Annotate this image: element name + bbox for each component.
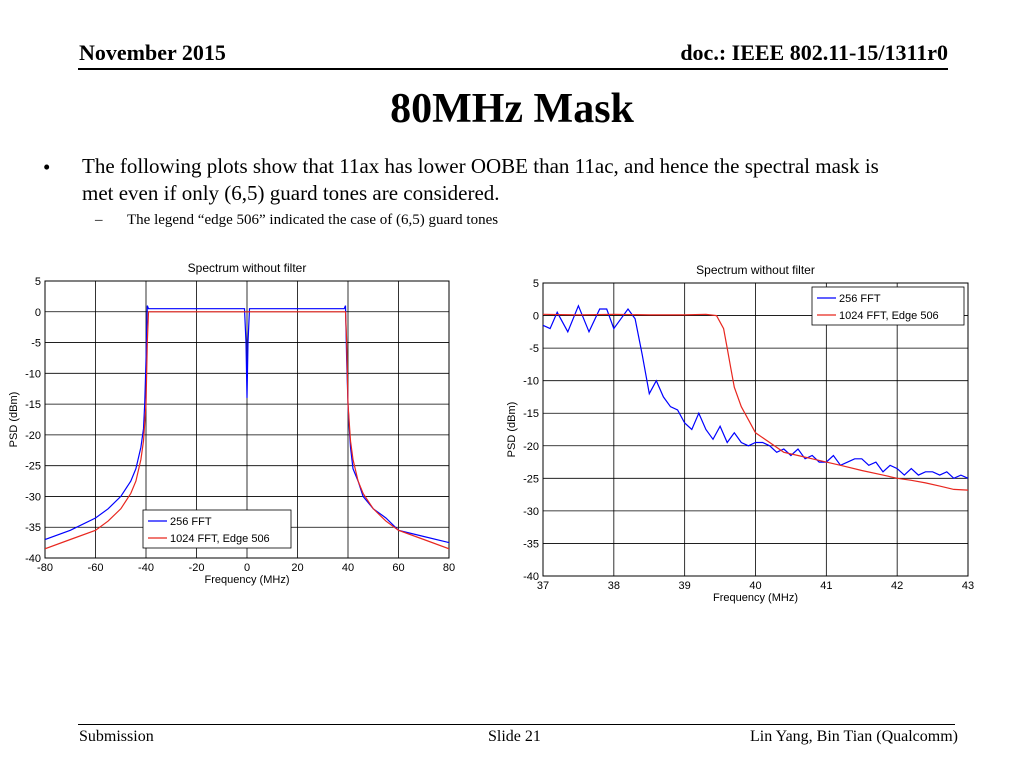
legend-label: 1024 FFT, Edge 506 <box>170 533 270 545</box>
legend-label: 1024 FFT, Edge 506 <box>839 310 939 322</box>
x-axis-label: Frequency (MHz) <box>713 592 798 604</box>
slide-title: 80MHz Mask <box>390 86 634 132</box>
x-tick-label: 41 <box>820 580 832 592</box>
y-tick-label: -40 <box>25 553 41 565</box>
y-tick-label: -5 <box>31 338 41 350</box>
x-tick-label: 37 <box>537 580 549 592</box>
y-tick-label: -15 <box>523 408 539 420</box>
x-tick-label: 43 <box>962 580 974 592</box>
sub-bullet-marker: – <box>95 212 103 228</box>
y-axis-label: PSD (dBm) <box>506 402 518 458</box>
y-tick-label: -25 <box>523 473 539 485</box>
y-tick-label: -25 <box>25 461 41 473</box>
y-tick-label: -20 <box>25 430 41 442</box>
header-date: November 2015 <box>79 40 226 65</box>
x-tick-label: 42 <box>891 580 903 592</box>
header-doc-id: doc.: IEEE 802.11-15/1311r0 <box>680 40 948 65</box>
y-tick-label: -5 <box>529 343 539 355</box>
footer-authors: Lin Yang, Bin Tian (Qualcomm) <box>749 728 958 745</box>
x-tick-label: 39 <box>679 580 691 592</box>
x-tick-label: -40 <box>138 562 154 574</box>
y-tick-label: -40 <box>523 571 539 583</box>
y-tick-label: -30 <box>523 506 539 518</box>
plot-frame <box>44 280 450 559</box>
y-tick-label: 0 <box>533 311 539 323</box>
y-axis-label: PSD (dBm) <box>8 392 20 448</box>
y-tick-label: -30 <box>25 491 41 503</box>
x-tick-label: 40 <box>749 580 761 592</box>
x-tick-label: -60 <box>88 562 104 574</box>
x-tick-label: 40 <box>342 562 354 574</box>
x-tick-label: 60 <box>392 562 404 574</box>
x-tick-label: 38 <box>608 580 620 592</box>
legend: 256 FFT 1024 FFT, Edge 506 <box>811 286 965 326</box>
x-tick-label: -80 <box>37 562 53 574</box>
x-tick-label: 0 <box>244 562 250 574</box>
x-axis-label: Frequency (MHz) <box>205 574 290 586</box>
chart-title: Spectrum without filter <box>696 263 815 277</box>
y-tick-label: 5 <box>533 278 539 290</box>
legend-label: 256 FFT <box>839 293 881 305</box>
legend-label: 256 FFT <box>170 516 212 528</box>
y-tick-label: 5 <box>35 276 41 288</box>
x-tick-label: 20 <box>291 562 303 574</box>
bullet-marker: • <box>43 155 51 179</box>
y-tick-label: -10 <box>523 376 539 388</box>
y-tick-label: -20 <box>523 441 539 453</box>
legend-box <box>811 286 965 326</box>
plot-frame <box>542 282 969 577</box>
y-tick-label: 0 <box>35 307 41 319</box>
legend-box <box>142 509 292 549</box>
sub-bullet-text: The legend “edge 506” indicated the case… <box>127 212 499 228</box>
x-tick-label: 80 <box>443 562 455 574</box>
chart-full-band: -80 -60 -40 -20 0 20 40 60 80 5 0 -5 -10 -15 -20 -25 -30… <box>8 261 455 586</box>
footer-slide-number: Slide 21 <box>488 728 541 745</box>
series-line-1024-fft-edge-506 <box>543 313 968 491</box>
chart-title: Spectrum without filter <box>188 261 307 275</box>
footer-divider <box>78 724 955 725</box>
y-tick-label: -35 <box>25 522 41 534</box>
header-divider <box>78 68 948 70</box>
bullet-main-text: The following plots show that 11ax has l… <box>82 154 879 205</box>
legend: 256 FFT 1024 FFT, Edge 506 <box>142 509 292 549</box>
y-tick-label: -15 <box>25 399 41 411</box>
series-line-256-fft <box>543 304 968 480</box>
y-tick-label: -35 <box>523 538 539 550</box>
x-tick-label: -20 <box>189 562 205 574</box>
series-line-1024-fft-edge-506 <box>45 311 449 550</box>
chart-band-edge-zoom: 37 38 39 40 41 42 43 5 0 -5 -10 -15 -20 -25 -30 -35 -40 S… <box>506 263 974 604</box>
footer-submission: Submission <box>79 728 154 745</box>
y-tick-label: -10 <box>25 368 41 380</box>
